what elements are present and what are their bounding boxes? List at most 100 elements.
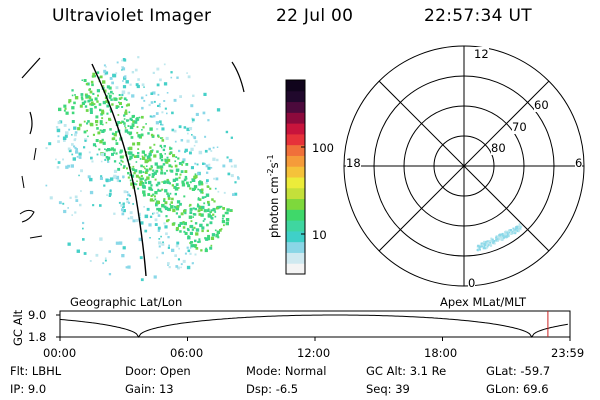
aurora-pixel [217,236,220,239]
aurora-pixel [142,193,146,197]
aurora-pixel [149,167,152,171]
aurora-pixel [224,211,228,215]
aurora-pixel [197,203,199,205]
aurora-pixel [152,212,154,215]
aurora-pixel [177,258,180,261]
polar-aurora-pixel [498,233,501,236]
aurora-pixel [110,110,112,113]
aurora-pixel [131,115,135,118]
aurora-pixel [181,160,185,164]
aurora-pixel [151,115,154,118]
mlt-label-12: 12 [474,47,489,61]
aurora-pixel [95,115,99,119]
aurora-pixel [153,115,156,118]
aurora-pixel [189,252,192,255]
aurora-pixel [156,211,159,214]
aurora-pixel [45,184,48,187]
aurora-pixel [131,94,135,98]
aurora-pixel [74,131,78,134]
aurora-pixel [177,223,181,227]
aurora-pixel [138,116,141,119]
aurora-pixel [149,146,152,149]
aurora-pixel [92,204,95,207]
polar-aurora-pixel [480,242,483,245]
aurora-pixel [154,178,157,181]
mlt-label-6: 6 [575,156,583,170]
aurora-pixel [89,177,93,182]
aurora-pixel [99,140,103,144]
aurora-pixel [113,212,116,215]
aurora-pixel [189,203,192,207]
aurora-pixel [207,234,210,238]
aurora-pixel [150,165,153,168]
aurora-pixel [193,136,197,139]
aurora-pixel [136,180,138,182]
aurora-pixel [237,176,239,179]
altitude-curve [59,314,568,338]
polar-aurora-pixel [512,231,515,234]
aurora-pixel [80,96,84,99]
aurora-pixel [159,144,162,148]
polar-aurora-pixel [504,230,507,233]
aurora-pixel [189,247,192,249]
aurora-pixel [101,111,105,115]
colorbar-cell [286,241,305,253]
aurora-pixel [237,177,240,180]
aurora-pixel [72,157,76,161]
aurora-pixel [215,177,219,181]
aurora-pixel [122,209,126,213]
aurora-pixel [197,197,200,199]
aurora-pixel [127,119,130,122]
polar-aurora-pixel [516,230,519,232]
aurora-pixel [115,152,118,155]
polar-aurora-pixel [506,232,509,235]
aurora-pixel [143,99,146,102]
aurora-pixel [112,74,117,78]
colorbar-cell [286,230,305,243]
aurora-pixel [170,201,173,204]
colorbar-cell [286,252,305,264]
aurora-pixel [113,174,117,178]
aurora-pixel [194,253,197,256]
aurora-pixel [174,140,177,143]
aurora-pixel [222,214,225,218]
polar-aurora-pixel [483,243,486,246]
terminator-line [91,63,147,277]
polar-aurora-pixel [501,235,504,238]
aurora-pixel [160,168,163,170]
aurora-pixel [62,202,65,205]
geo-panel-label: Geographic Lat/Lon [70,295,183,309]
aurora-pixel [141,184,145,188]
aurora-pixel [148,103,151,107]
aurora-pixel [175,207,180,211]
aurora-pixel [136,84,140,89]
aurora-pixel [157,214,161,217]
aurora-pixel [201,188,204,191]
aurora-pixel [131,123,135,127]
aurora-pixel [225,218,230,222]
aurora-pixel [101,109,105,113]
aurora-pixel [201,192,204,194]
aurora-pixel [74,94,76,96]
aurora-pixel [191,121,194,123]
aurora-pixel [134,120,138,124]
aurora-pixel [200,213,204,217]
aurora-pixel [206,185,210,188]
aurora-pixel [210,150,213,152]
aurora-pixel [141,106,144,110]
polar-aurora-pixel [489,240,492,242]
polar-aurora-pixel [495,240,497,243]
aurora-pixel [189,151,192,155]
aurora-pixel [178,125,182,129]
polar-aurora-pixel [493,240,496,242]
aurora-pixel [122,246,126,250]
aurora-pixel [89,190,94,195]
aurora-pixel [158,105,161,108]
aurora-pixel [166,192,169,195]
aurora-pixel [121,160,124,163]
polar-aurora-pixel [483,240,486,243]
aurora-pixel [164,206,169,211]
aurora-pixel [193,213,197,216]
aurora-pixel [116,61,119,64]
aurora-pixel [118,97,121,100]
